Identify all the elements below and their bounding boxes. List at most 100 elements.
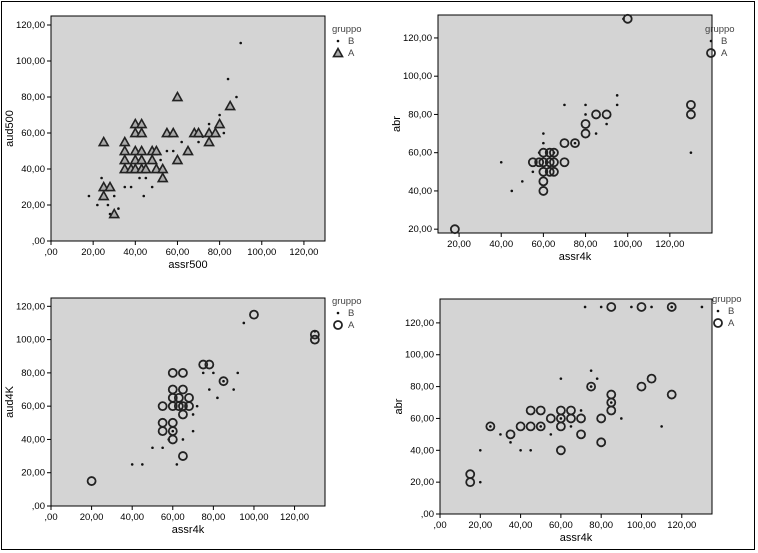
data-point-A (535, 405, 546, 416)
data-point-A (559, 138, 570, 149)
legend-label-B: B (348, 308, 354, 319)
data-point-B (242, 321, 246, 325)
data-point-B (226, 77, 230, 81)
data-point-B (589, 385, 593, 388)
data-point-A (534, 157, 545, 168)
data-point-A (555, 445, 566, 456)
data-point-B (478, 448, 482, 452)
data-point-B (207, 122, 211, 126)
data-point-A (178, 367, 188, 378)
data-point-B (236, 371, 240, 375)
data-point-A (104, 180, 116, 192)
data-point-A (538, 147, 549, 158)
data-point-B (191, 429, 195, 433)
legend-marker-B (336, 311, 340, 315)
data-point-A (204, 359, 215, 370)
series-A (97, 90, 237, 219)
series-A (465, 302, 677, 488)
legend-marker-A (332, 46, 344, 58)
legend-marker-B (336, 39, 340, 43)
data-point-A (157, 401, 168, 412)
x-tick-label: 100,00 (247, 247, 276, 258)
data-point-B (670, 305, 674, 309)
series-A (449, 13, 696, 235)
x-tick-label: ,00 (44, 247, 57, 258)
plot-area (439, 298, 713, 515)
x-tick-label: 20,00 (80, 512, 104, 523)
data-point-B (529, 448, 532, 452)
data-point-B (531, 170, 535, 174)
data-point-B (212, 371, 215, 375)
data-point-B (559, 417, 563, 420)
data-point-A (209, 126, 222, 138)
data-point-A (167, 126, 180, 138)
data-point-A (666, 389, 677, 400)
x-tick-label: 100,00 (613, 239, 642, 250)
data-point-B (599, 305, 603, 309)
legend-label-A: A (348, 320, 355, 331)
x-tick-label: ,00 (433, 520, 446, 531)
data-point-A (146, 153, 159, 165)
data-point-B (605, 122, 608, 126)
data-point-A (686, 99, 696, 110)
data-point-B (141, 463, 144, 466)
x-axis-label: assr4k (559, 251, 592, 263)
data-point-A (666, 302, 677, 312)
data-point-B (584, 113, 587, 116)
data-point-A (636, 302, 647, 312)
x-tick-label: 100,00 (627, 520, 656, 531)
data-point-A (586, 381, 597, 392)
data-point-B (218, 113, 221, 117)
y-tick-label: 60,00 (408, 148, 432, 159)
data-point-A (636, 381, 647, 392)
y-tick-label: 120,00 (16, 301, 45, 312)
data-point-A (505, 429, 516, 440)
y-tick-label: ,00 (32, 236, 45, 247)
data-point-B (700, 305, 704, 309)
data-point-A (601, 109, 612, 120)
data-point-B (660, 425, 663, 428)
data-point-B (573, 141, 577, 145)
legend-marker-A (713, 318, 723, 328)
x-tick-label: 120,00 (655, 239, 684, 250)
y-axis-label: abr (393, 398, 405, 414)
data-point-B (197, 140, 200, 144)
data-point-A (549, 157, 559, 168)
scatter-panel-1: ,00 20,00 40,00 60,00 80,00 100,00 120,00 ,00 20… (4, 15, 362, 271)
x-tick-label: 80,00 (208, 247, 232, 258)
x-tick-label: 60,00 (161, 512, 185, 523)
data-point-A (465, 477, 476, 488)
data-point-B (142, 194, 146, 198)
data-point-A (544, 157, 555, 168)
data-point-B (191, 413, 195, 416)
data-point-A (139, 162, 152, 174)
x-tick-label: 120,00 (289, 247, 318, 258)
data-point-A (535, 421, 546, 432)
data-point-B (615, 94, 619, 97)
data-point-B (650, 305, 653, 309)
data-point-B (584, 103, 587, 107)
x-axis-label: assr4k (560, 532, 593, 544)
data-point-A (538, 176, 549, 187)
y-tick-label: 20,00 (410, 477, 434, 488)
data-point-B (615, 103, 619, 107)
legend-marker-A (706, 48, 716, 58)
data-point-A (485, 421, 496, 432)
data-point-B (519, 448, 522, 452)
x-tick-label: 80,00 (574, 239, 598, 250)
data-point-A (566, 413, 576, 424)
data-point-B (222, 379, 225, 383)
data-point-A (108, 207, 121, 219)
data-point-B (138, 176, 141, 180)
y-axis-label: aud500 (4, 110, 16, 147)
data-point-B (478, 480, 482, 484)
data-point-B (620, 417, 623, 420)
data-point-B (180, 140, 183, 144)
y-tick-label: ,00 (32, 501, 45, 512)
data-point-B (559, 377, 563, 380)
x-tick-label: 80,00 (589, 520, 613, 531)
data-point-A (580, 119, 591, 129)
data-point-B (239, 41, 242, 45)
